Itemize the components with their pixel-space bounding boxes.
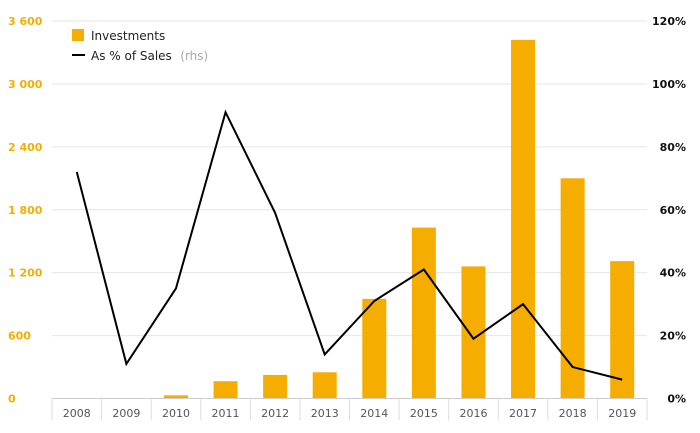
y-tick-right: 0% <box>667 393 686 406</box>
bar <box>511 39 536 399</box>
x-axis: 2008 2009 2010 2011 2012 2013 2014 2015 2016 2017… <box>51 398 648 421</box>
x-tick-label: 2018 <box>559 407 587 420</box>
bar <box>312 372 337 399</box>
bar <box>411 227 436 399</box>
line-series <box>75 109 623 381</box>
bar <box>163 395 188 399</box>
y-tick-left: 0 <box>8 393 16 406</box>
y-tick-left: 600 <box>8 330 31 343</box>
bar <box>610 261 635 399</box>
y-axis-left: 0 600 1 200 1 800 2 400 3 000 3 600 <box>8 15 43 406</box>
bars <box>163 39 635 399</box>
legend-swatch-investments <box>72 29 84 41</box>
x-tick-label: 2019 <box>608 407 636 420</box>
x-tick-label: 2017 <box>509 407 537 420</box>
legend-label-investments: Investments <box>91 29 165 43</box>
y-tick-left: 2 400 <box>8 141 43 154</box>
x-tick-label: 2012 <box>261 407 289 420</box>
bar <box>263 374 288 399</box>
x-tick-label: 2013 <box>311 407 339 420</box>
legend-label-sales-name: As % of Sales <box>91 49 172 63</box>
y-tick-right: 60% <box>660 204 686 217</box>
legend-label-sales: As % of Sales (rhs) <box>91 47 208 64</box>
legend: Investments As % of Sales (rhs) <box>72 29 208 64</box>
y-tick-right: 100% <box>652 78 686 91</box>
y-tick-right: 80% <box>660 141 686 154</box>
y-tick-left: 1 200 <box>8 267 43 280</box>
x-tick-label: 2015 <box>410 407 438 420</box>
bar <box>362 298 387 399</box>
y-tick-left: 3 000 <box>8 78 43 91</box>
y-tick-left: 1 800 <box>8 204 43 217</box>
y-axis-right: 0% 20% 40% 60% 80% 100% 120% <box>652 15 686 406</box>
bar <box>213 381 238 399</box>
x-tick-label: 2016 <box>459 407 487 420</box>
y-tick-right: 120% <box>652 15 686 28</box>
y-tick-right: 40% <box>660 267 686 280</box>
legend-label-sales-note: (rhs) <box>180 49 208 63</box>
bar <box>560 178 585 399</box>
x-tick-label: 2010 <box>162 407 190 420</box>
grid <box>52 20 647 337</box>
series-line <box>75 109 623 381</box>
y-tick-left: 3 600 <box>8 15 43 28</box>
x-tick-label: 2014 <box>360 407 388 420</box>
y-tick-right: 20% <box>660 330 686 343</box>
x-tick-label: 2008 <box>63 407 91 420</box>
x-tick-label: 2009 <box>112 407 140 420</box>
x-tick-label: 2011 <box>212 407 240 420</box>
